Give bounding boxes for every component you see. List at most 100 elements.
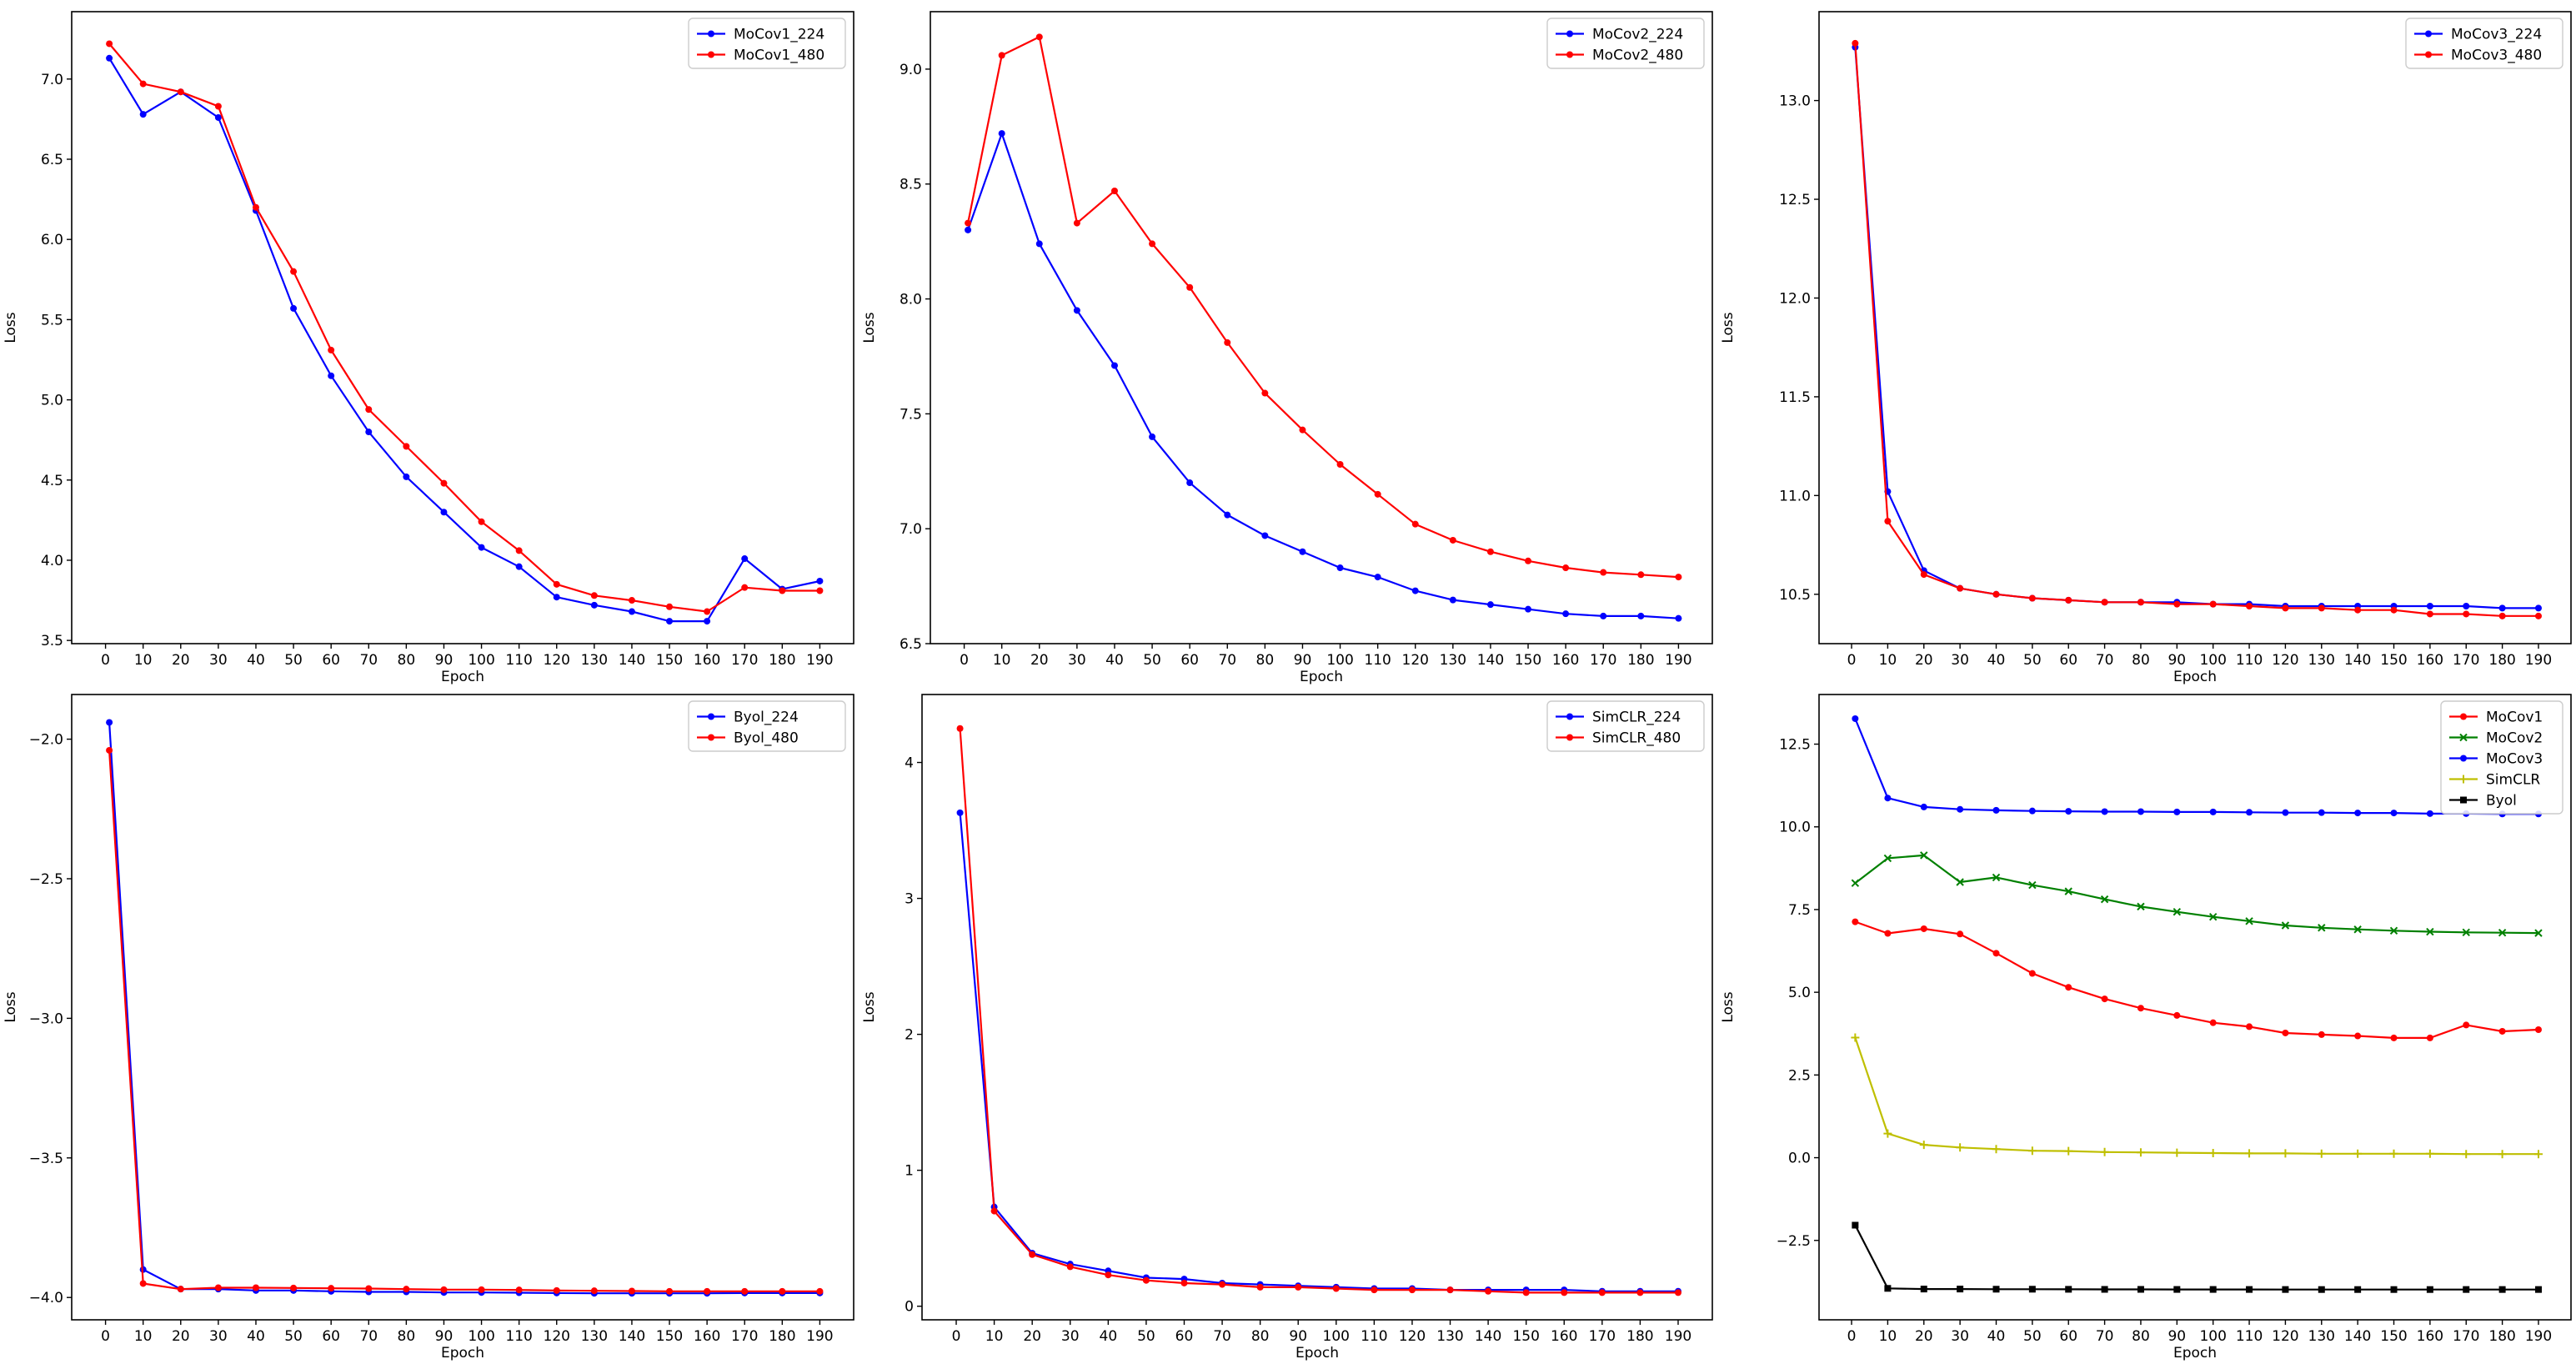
data-point-simclr [2064, 1146, 2073, 1156]
data-point-mocov2 [2137, 902, 2145, 911]
data-point-byol-480 [177, 1286, 184, 1293]
x-tick-label: 10 [985, 1328, 1004, 1345]
data-point-simclr-480 [1522, 1289, 1530, 1296]
data-point-byol-480 [779, 1287, 786, 1295]
data-point-byol-480 [290, 1284, 298, 1291]
data-point-mocov2-224 [1637, 612, 1645, 619]
x-tick-label: 80 [1251, 1328, 1270, 1345]
legend-label-mocov1-480: MoCov1_480 [734, 48, 824, 64]
data-point-simclr-480 [1219, 1281, 1226, 1288]
legend-label-simclr-480: SimCLR_480 [1592, 730, 1681, 747]
data-point-simclr-480 [1029, 1251, 1036, 1258]
x-tick-label: 180 [769, 1328, 795, 1345]
data-point-mocov2-480 [1299, 426, 1306, 434]
data-point-mocov2 [2318, 924, 2326, 932]
data-point-mocov2-480 [1261, 389, 1269, 397]
x-tick-label: 0 [960, 652, 969, 669]
x-tick-label: 70 [2096, 1328, 2114, 1345]
y-tick-label: 1 [905, 1163, 914, 1180]
x-tick-label: 100 [468, 1328, 494, 1345]
x-tick-label: 110 [505, 1328, 532, 1345]
chart-simclr-loss: 0 10 20 30 40 50 60 70 80 90 100 110 120 130 140 150 160… [859, 684, 1717, 1369]
data-point-mocov2-224 [1562, 610, 1570, 618]
series-byol-224 [106, 719, 824, 1297]
data-point-mocov2-480 [1562, 564, 1570, 572]
data-point-mocov2 [2173, 908, 2182, 916]
series-mocov1-480 [106, 40, 824, 615]
legend-marker-mocov1 [2460, 713, 2467, 720]
series-line-byol [1854, 1224, 2538, 1291]
data-point-mocov3-480 [1992, 590, 2000, 598]
y-tick-label: 6.0 [41, 232, 63, 248]
series-line-mocov3-480 [1854, 43, 2538, 617]
x-tick-label: 120 [544, 1328, 570, 1345]
legend-label-byol-480: Byol_480 [734, 730, 799, 747]
x-tick-label: 190 [2525, 1328, 2552, 1345]
x-tick-label: 30 [1951, 652, 1969, 669]
data-point-mocov1-224 [106, 54, 113, 62]
series-line-mocov1 [1855, 920, 2539, 1039]
y-tick-label: 13.0 [1779, 93, 1811, 110]
y-tick-label: 4.5 [41, 473, 63, 489]
data-point-mocov2-480 [1336, 461, 1344, 469]
legend-label-byol: Byol [2486, 793, 2517, 810]
data-point-simclr [2498, 1150, 2507, 1159]
x-tick-label: 50 [284, 1328, 303, 1345]
data-point-mocov2 [1956, 878, 1964, 886]
series-byol [1852, 1221, 2542, 1293]
data-point-mocov1 [1884, 930, 1892, 937]
x-tick-label: 150 [2380, 652, 2407, 669]
legend-box [688, 700, 846, 752]
data-point-byol [2137, 1286, 2144, 1293]
data-point-mocov1-224 [741, 555, 749, 563]
x-tick-label: 0 [101, 652, 110, 669]
data-point-simclr-480 [1674, 1289, 1681, 1296]
data-point-byol [2065, 1286, 2072, 1293]
x-tick-label: 40 [1100, 1328, 1118, 1345]
x-tick-label: 0 [101, 1328, 110, 1345]
data-point-mocov1 [2209, 1019, 2217, 1026]
data-point-mocov2-224 [1449, 596, 1456, 604]
data-point-simclr [2245, 1149, 2254, 1158]
data-point-byol [2390, 1286, 2398, 1293]
legend-marker-mocov3 [2460, 755, 2467, 762]
x-tick-label: 140 [619, 1328, 645, 1345]
series-mocov3-224 [1852, 43, 2542, 612]
data-point-mocov2-224 [1486, 601, 1494, 609]
data-point-mocov1-480 [403, 443, 410, 450]
x-tick-label: 80 [2132, 1328, 2150, 1345]
data-point-mocov3-480 [2137, 599, 2144, 606]
x-tick-label: 160 [2417, 652, 2443, 669]
data-point-simclr [2208, 1149, 2218, 1157]
data-point-mocov1-480 [177, 88, 184, 96]
plot-frame [71, 694, 854, 1321]
x-tick-label: 160 [1552, 652, 1579, 669]
data-point-mocov1 [2318, 1031, 2325, 1038]
legend-box [1546, 18, 1705, 69]
data-point-mocov1-480 [214, 103, 222, 110]
data-point-mocov1 [2028, 970, 2036, 977]
chart-mocov2-loss: 0 10 20 30 40 50 60 70 80 90 100 110 120 130 140 150 160… [859, 0, 1717, 685]
x-tick-label: 20 [1030, 652, 1049, 669]
series-simclr [1851, 1033, 2543, 1159]
data-point-mocov3-480 [2065, 596, 2072, 604]
data-point-byol-480 [515, 1286, 523, 1294]
data-point-mocov1-224 [478, 544, 485, 551]
data-point-mocov3 [2101, 808, 2108, 815]
data-point-simclr-480 [1485, 1287, 1492, 1295]
data-point-simclr [2462, 1150, 2471, 1159]
data-point-mocov1-224 [666, 618, 674, 625]
x-tick-label: 0 [1847, 1328, 1857, 1345]
data-point-mocov1-480 [590, 592, 598, 599]
data-point-mocov3-480 [2426, 610, 2433, 618]
plot-frame [1818, 11, 2572, 644]
y-tick-label: 4 [905, 755, 914, 772]
data-point-simclr [1992, 1145, 2001, 1154]
x-tick-label: 60 [1175, 1328, 1194, 1345]
x-tick-label: 90 [2168, 1328, 2186, 1345]
data-point-mocov3-480 [2463, 610, 2470, 618]
data-point-byol [2209, 1286, 2217, 1293]
x-tick-label: 180 [769, 652, 795, 669]
series-line-mocov1-480 [108, 43, 820, 613]
data-point-simclr-480 [1142, 1276, 1150, 1284]
